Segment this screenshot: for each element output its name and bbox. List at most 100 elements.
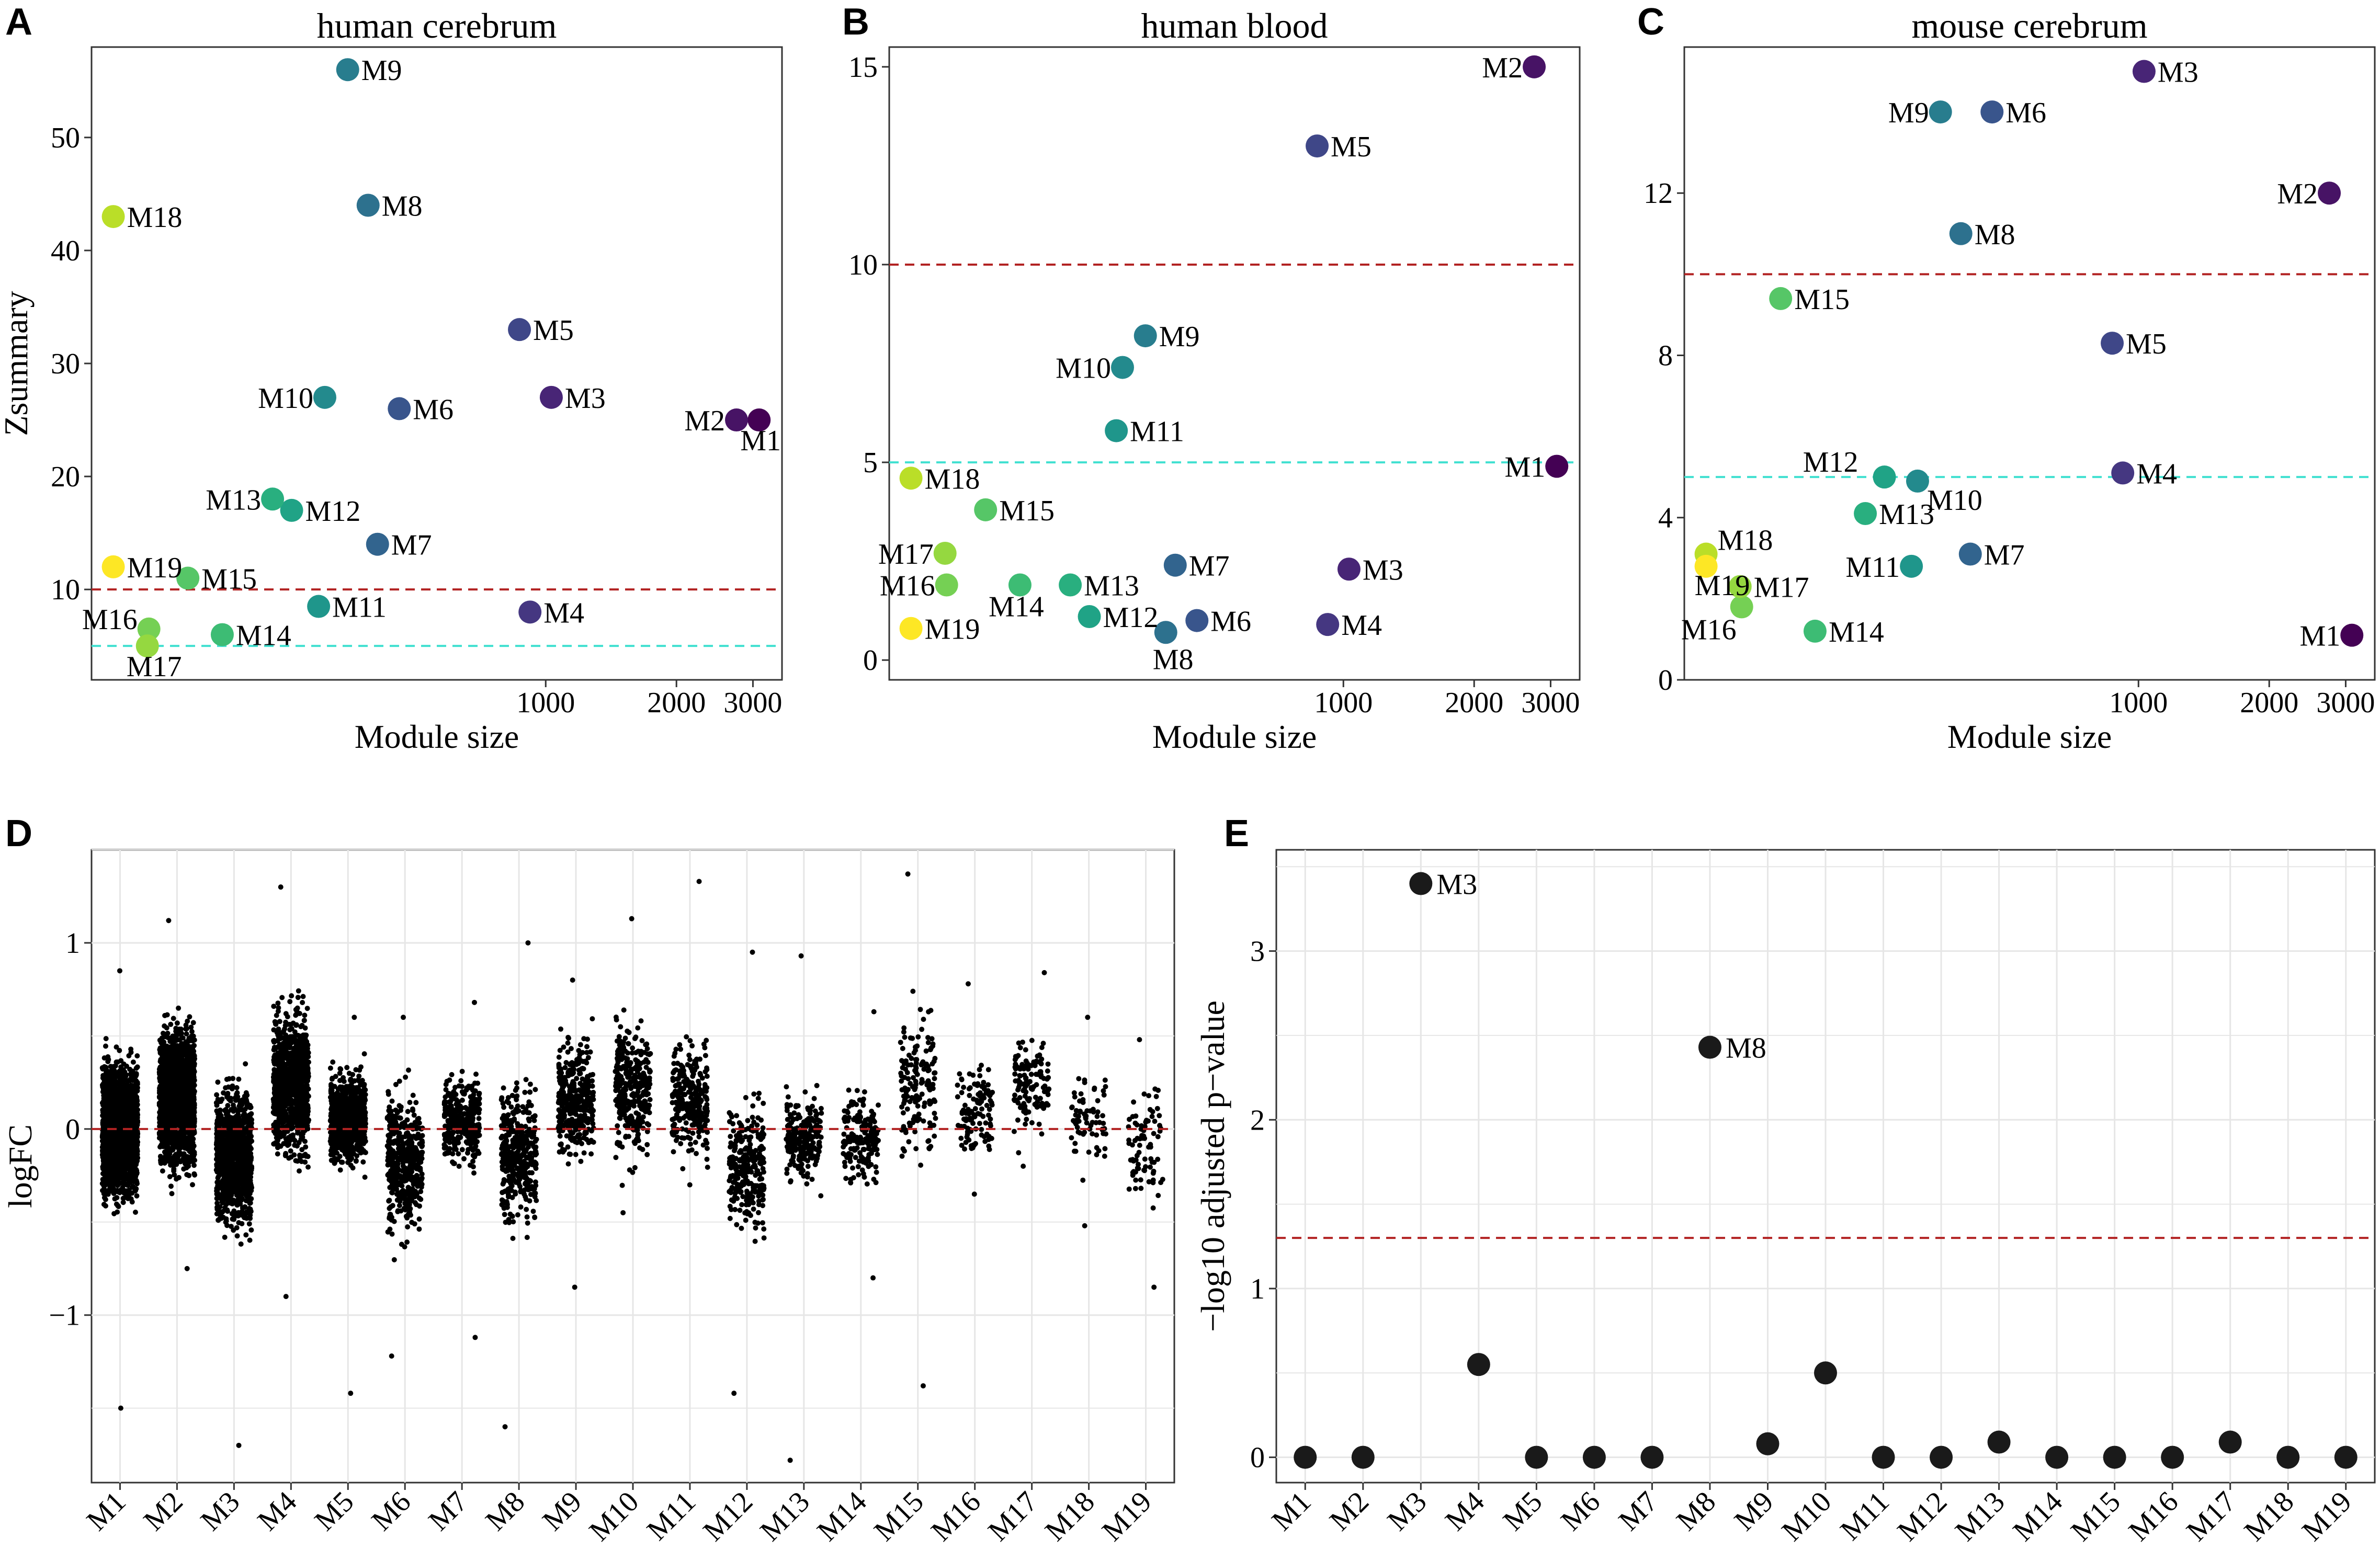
logfc-point [175,1086,181,1091]
data-point-m10 [1906,469,1929,493]
logfc-point [189,1029,195,1034]
x-tick-label: 1000 [1314,687,1373,719]
y-tick-label: 10 [848,249,878,281]
logfc-point [117,1132,122,1138]
logfc-point [156,1100,162,1106]
data-point-m2 [1523,55,1546,78]
logfc-point [187,1014,192,1020]
logfc-point [190,1033,196,1039]
logfc-point [101,1169,107,1175]
logfc-point [191,1171,197,1177]
chart-title: human cerebrum [317,6,557,45]
logfc-point [101,1136,107,1142]
point-label: M5 [1331,131,1372,163]
logfc-point [114,1201,119,1207]
data-point-m13 [261,487,285,511]
logfc-point [118,1175,124,1180]
point-label: M15 [999,495,1055,527]
logfc-point [158,1057,164,1063]
logfc-point [132,1135,138,1141]
data-point-m14 [210,623,234,646]
logfc-point [191,1067,197,1073]
logfc-point [110,1076,116,1081]
logfc-point [116,1138,122,1144]
logfc-point [109,1165,115,1170]
logfc-point [134,1170,140,1176]
data-point-m13 [1059,573,1082,597]
y-tick-label: 15 [848,51,878,84]
logfc-point [117,1047,122,1053]
logfc-point [100,1126,106,1132]
logfc-point [183,1026,188,1032]
logfc-point [184,1266,190,1271]
logfc-point [101,1151,107,1156]
logfc-point [158,1157,163,1163]
logfc-point [180,1059,186,1064]
point-label: M9 [1159,321,1200,353]
logfc-point [157,1038,163,1043]
logfc-point [134,1193,140,1199]
point-label: M14 [1829,616,1884,648]
logfc-point [247,1237,253,1243]
logfc-point [248,1227,254,1233]
logfc-point [172,1045,178,1051]
logfc-point [174,1074,179,1079]
data-point-m1 [2340,623,2364,647]
logfc-point [118,1165,123,1171]
point-label: M15 [201,563,257,596]
chart-title: mouse cerebrum [1911,6,2147,45]
logfc-point [157,1050,163,1055]
point-label: M13 [1084,570,1139,602]
point-label: M8 [382,190,423,223]
data-point-m10 [313,385,336,409]
data-point-m19 [1694,554,1718,578]
panel-letter-c: C [1637,1,1664,43]
logfc-point [163,1052,169,1058]
point-label: M12 [1803,446,1858,479]
point-label: M4 [2136,458,2177,490]
logfc-point [133,1128,139,1133]
logfc-point [105,1081,111,1087]
logfc-point [164,1091,169,1097]
data-point-m3 [2132,60,2156,83]
chart-title: human blood [1141,6,1328,45]
logfc-point [170,1037,176,1043]
logfc-point [188,1091,194,1096]
data-point-m3 [1337,557,1361,581]
data-point-m16 [1730,595,1753,619]
logfc-point [184,1165,189,1170]
logfc-point [177,1152,183,1157]
logfc-point [132,1083,138,1088]
point-label: M12 [305,495,361,528]
logfc-point [135,1107,140,1112]
logfc-point [105,1054,111,1060]
y-axis-title: logFC [2,1124,39,1208]
logfc-point [172,1153,177,1159]
data-point-m15 [1769,287,1793,310]
logfc-point [190,1106,196,1111]
logfc-point [113,1098,118,1104]
logfc-point [128,1164,134,1170]
point-label: M4 [1341,609,1382,642]
panel-letter-d: D [5,813,32,855]
logfc-point [133,1210,138,1215]
logfc-point [168,1021,174,1027]
logfc-point [180,1035,186,1041]
logfc-point [123,1165,128,1170]
y-tick-label: 30 [51,348,80,380]
logfc-point [168,1183,174,1189]
logfc-point [130,1100,135,1106]
logfc-point [165,1147,171,1153]
logfc-point [132,1071,137,1076]
logfc-point [122,1088,128,1094]
data-point-m5 [2101,332,2124,355]
logfc-point [165,1121,171,1126]
logfc-point [171,1016,176,1021]
point-label: M15 [1794,283,1850,316]
logfc-point [132,1112,138,1118]
logfc-point [110,1117,116,1122]
x-tick-label: 1000 [516,687,575,719]
point-label: M13 [1879,498,1934,531]
point-label: M5 [533,314,574,347]
point-label: M9 [361,54,402,87]
